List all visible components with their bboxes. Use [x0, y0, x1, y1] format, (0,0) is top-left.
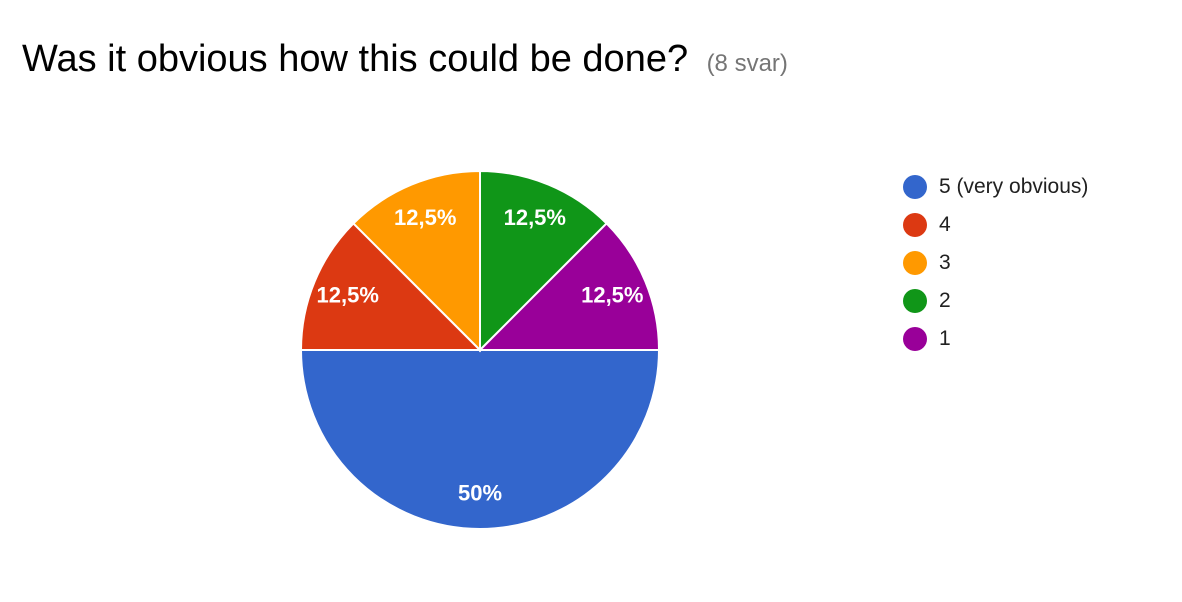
response-count: (8 svar) — [706, 50, 788, 77]
pie-slice-1 — [299, 349, 661, 530]
slice-value-label: 12,5% — [394, 205, 456, 230]
chart-legend: 5 (very obvious) 4 3 2 1 — [903, 168, 1088, 358]
legend-swatch — [903, 289, 927, 313]
pie-slice-2 — [299, 222, 483, 351]
legend-swatch — [903, 175, 927, 199]
slice-value-label: 12,5% — [581, 283, 643, 308]
legend-swatch — [903, 213, 927, 237]
legend-label: 5 (very obvious) — [939, 175, 1089, 198]
pie-slice-3 — [352, 169, 481, 353]
slice-value-label: 50% — [458, 481, 502, 506]
legend-item: 1 — [903, 320, 1088, 358]
legend-item: 3 — [903, 244, 1088, 282]
legend-label: 2 — [939, 289, 951, 312]
legend-label: 1 — [939, 327, 951, 350]
chart-header: Was it obvious how this could be done? (… — [22, 38, 788, 81]
pie-slice-5 — [477, 222, 661, 351]
legend-swatch — [903, 251, 927, 275]
chart-title: Was it obvious how this could be done? — [22, 38, 689, 80]
legend-label: 3 — [939, 251, 951, 274]
legend-swatch — [903, 327, 927, 351]
pie-slice-4 — [479, 169, 608, 353]
legend-item: 4 — [903, 206, 1088, 244]
slice-value-label: 12,5% — [504, 205, 566, 230]
legend-item: 2 — [903, 282, 1088, 320]
legend-item: 5 (very obvious) — [903, 168, 1088, 206]
slice-value-label: 12,5% — [317, 283, 379, 308]
legend-label: 4 — [939, 213, 951, 236]
